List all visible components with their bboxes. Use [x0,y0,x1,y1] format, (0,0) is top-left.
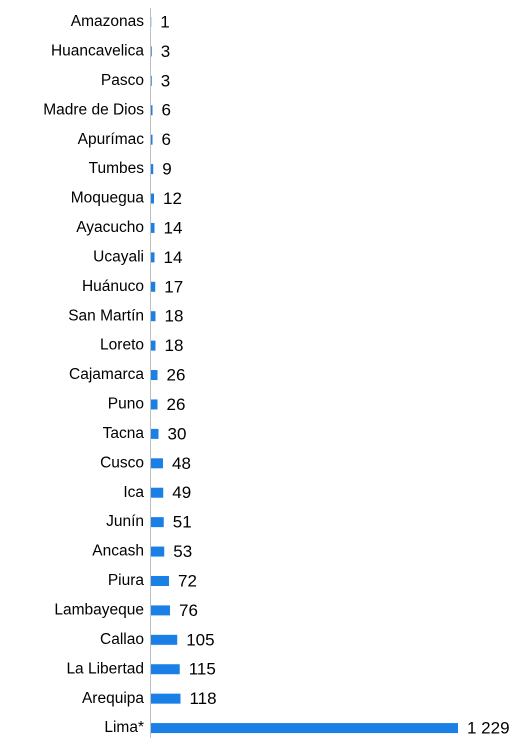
value-label: 53 [173,542,192,561]
bar [151,193,154,204]
value-label: 72 [178,571,197,590]
category-label: Huancavelica [51,43,144,60]
category-label: Lima* [104,719,144,736]
value-label: 48 [172,454,191,473]
value-label: 6 [161,101,170,120]
category-label: Cusco [100,454,144,471]
category-label: Pasco [101,72,144,89]
value-label: 1 [160,12,169,31]
bar [151,75,152,86]
bar [151,458,163,469]
bar [151,428,159,439]
category-label: Amazonas [71,13,144,30]
category-label: Piura [108,572,145,589]
category-label: Moquegua [71,190,145,207]
value-label: 9 [162,160,171,179]
value-label: 18 [164,336,183,355]
category-label: Callao [100,631,144,648]
value-label: 3 [161,42,170,61]
value-label: 17 [164,277,183,296]
category-label: Ica [123,484,144,501]
category-label: Arequipa [82,690,144,707]
value-label: 49 [172,483,191,502]
bar [151,605,170,616]
bar [151,281,156,292]
category-label: Apurímac [78,131,145,148]
value-label: 14 [163,218,182,237]
category-label: La Libertad [66,660,144,677]
bar [151,222,155,233]
bar [151,693,181,704]
bar [151,164,154,175]
bar [151,664,180,675]
value-label: 18 [164,307,183,326]
value-label: 76 [179,601,198,620]
bar [151,370,158,381]
bar [151,399,158,410]
bar [151,546,165,557]
bar [151,487,164,498]
category-label: Lambayeque [54,601,144,618]
value-label: 115 [189,660,216,679]
bar [151,517,164,528]
bar [151,46,152,57]
category-label: Junín [106,513,144,530]
value-label: 3 [161,71,170,90]
category-label: Loreto [100,337,144,354]
value-label: 105 [186,630,214,649]
bar [151,252,155,263]
category-label: Puno [108,396,144,413]
category-label: Ancash [92,543,144,560]
value-label: 1 229 [467,719,510,738]
bar [151,340,156,351]
bar [151,575,169,586]
value-label: 14 [163,248,182,267]
value-label: 51 [173,513,192,532]
value-label: 26 [166,366,185,385]
value-label: 118 [189,689,216,708]
bar [151,723,458,734]
category-label: Madre de Dios [43,101,144,118]
category-label: Ayacucho [76,219,144,236]
category-label: Tacna [103,425,145,442]
bar [151,634,178,645]
bar [151,105,153,116]
category-label: San Martín [68,307,144,324]
bar [151,134,153,145]
value-label: 30 [167,424,186,443]
value-label: 26 [166,395,185,414]
category-label: Tumbes [89,160,145,177]
category-label: Cajamarca [69,366,144,383]
bar [151,311,156,322]
value-label: 12 [163,189,182,208]
value-label: 6 [161,130,170,149]
category-label: Huánuco [82,278,144,295]
category-label: Ucayali [93,248,144,265]
